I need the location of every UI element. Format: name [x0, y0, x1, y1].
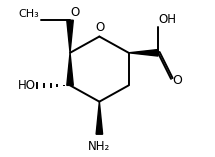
- Text: O: O: [71, 6, 80, 19]
- Text: CH₃: CH₃: [18, 9, 39, 19]
- Polygon shape: [67, 20, 73, 53]
- Text: O: O: [95, 21, 105, 34]
- Polygon shape: [67, 53, 73, 85]
- Polygon shape: [96, 102, 103, 134]
- Text: NH₂: NH₂: [88, 140, 111, 153]
- Text: O: O: [172, 74, 182, 87]
- Text: OH: OH: [159, 13, 177, 26]
- Text: HO: HO: [18, 79, 36, 92]
- Polygon shape: [129, 50, 158, 56]
